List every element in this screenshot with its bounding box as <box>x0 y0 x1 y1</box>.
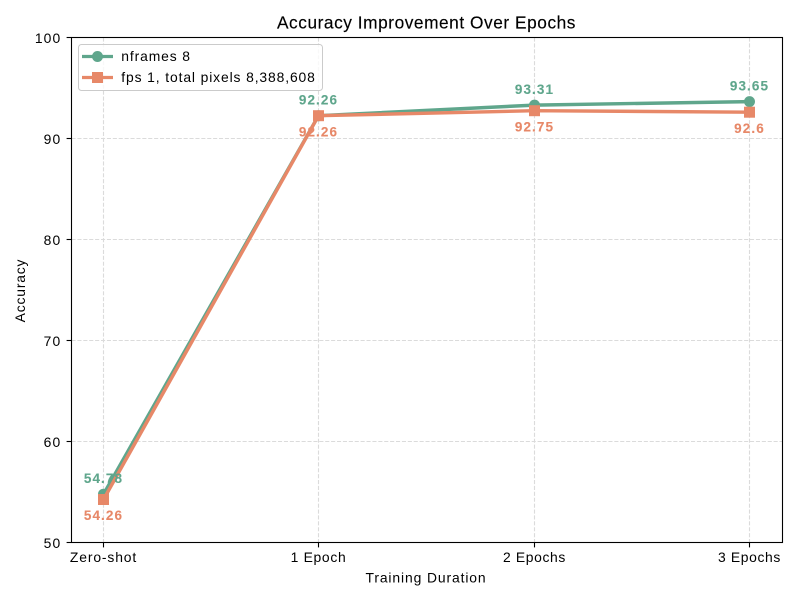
svg-text:Training Duration: Training Duration <box>365 569 486 585</box>
svg-text:Zero-shot: Zero-shot <box>70 549 137 565</box>
svg-text:90: 90 <box>44 131 62 147</box>
svg-text:54.78: 54.78 <box>84 471 123 486</box>
svg-text:80: 80 <box>44 232 62 248</box>
svg-text:92.6: 92.6 <box>734 121 765 136</box>
svg-text:92.26: 92.26 <box>299 124 338 139</box>
svg-text:92.26: 92.26 <box>299 92 338 107</box>
svg-text:2 Epochs: 2 Epochs <box>503 549 566 565</box>
svg-text:nframes 8: nframes 8 <box>121 48 191 64</box>
svg-text:100: 100 <box>35 30 61 46</box>
svg-text:Accuracy Improvement Over Epoc: Accuracy Improvement Over Epochs <box>277 12 576 32</box>
svg-text:93.31: 93.31 <box>515 82 554 97</box>
svg-text:Accuracy: Accuracy <box>12 259 28 323</box>
svg-text:70: 70 <box>44 333 62 349</box>
svg-text:3 Epochs: 3 Epochs <box>718 549 781 565</box>
svg-text:1 Epoch: 1 Epoch <box>291 549 347 565</box>
svg-text:92.75: 92.75 <box>515 119 554 134</box>
svg-text:93.65: 93.65 <box>730 78 769 93</box>
svg-text:50: 50 <box>44 535 62 551</box>
svg-text:60: 60 <box>44 434 62 450</box>
svg-text:54.26: 54.26 <box>84 508 123 523</box>
svg-text:fps 1, total pixels 8,388,608: fps 1, total pixels 8,388,608 <box>121 69 315 85</box>
